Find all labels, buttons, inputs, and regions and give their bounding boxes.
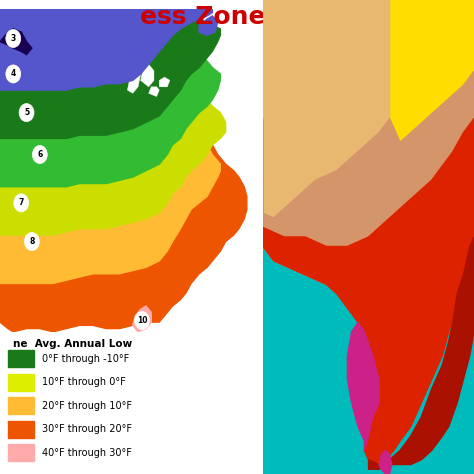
Polygon shape [149,87,159,97]
Polygon shape [263,71,474,246]
Text: 20°F through 10°F: 20°F through 10°F [42,401,132,411]
Circle shape [32,146,47,164]
Polygon shape [263,118,474,284]
Circle shape [25,233,39,251]
Text: 4: 4 [10,70,16,78]
Polygon shape [141,64,154,87]
Polygon shape [159,77,170,87]
Circle shape [6,29,21,47]
Bar [8,374,34,391]
Polygon shape [0,16,220,283]
Polygon shape [85,58,128,81]
Polygon shape [369,237,474,469]
Circle shape [19,104,34,122]
Text: 8: 8 [29,237,35,246]
Text: 30°F through 20°F: 30°F through 20°F [42,424,132,434]
Polygon shape [0,9,247,332]
Text: ess Zone Map: ess Zone Map [140,5,334,28]
Bar [8,397,34,414]
Polygon shape [0,9,220,138]
Text: 40°F through 30°F: 40°F through 30°F [42,447,132,458]
Polygon shape [379,450,392,474]
Text: 10°F through 0°F: 10°F through 0°F [42,377,126,387]
Polygon shape [390,0,474,142]
Polygon shape [263,0,390,218]
Text: 0°F through -10°F: 0°F through -10°F [42,354,129,364]
Text: 3: 3 [10,34,16,43]
Polygon shape [263,118,474,465]
Polygon shape [347,322,379,450]
Text: 10: 10 [137,316,147,325]
Polygon shape [199,16,218,35]
Circle shape [135,311,149,329]
Bar [8,444,34,461]
Text: ne  Avg. Annual Low: ne Avg. Annual Low [13,339,132,349]
Polygon shape [128,67,141,93]
Circle shape [6,65,21,83]
Circle shape [14,194,28,212]
Polygon shape [0,29,32,55]
Polygon shape [0,9,226,235]
Text: 5: 5 [24,108,29,117]
Bar [8,350,34,367]
Bar [8,421,34,438]
Polygon shape [0,9,212,90]
Text: 6: 6 [37,150,43,159]
Polygon shape [263,0,474,246]
Polygon shape [0,9,220,187]
Text: 7: 7 [18,199,24,207]
Polygon shape [133,306,151,332]
